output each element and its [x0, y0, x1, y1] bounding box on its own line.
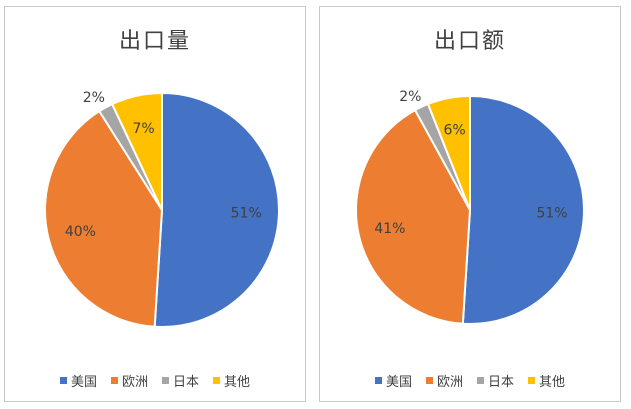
legend-item-other: 其他 [213, 371, 250, 390]
pie-chart-export-volume: 51% 40% 2% 7% [44, 90, 280, 328]
data-label-other: 6% [444, 122, 466, 138]
pie-slice-europe [355, 108, 472, 325]
legend-swatch [213, 377, 221, 384]
data-label-japan: 2% [399, 89, 421, 105]
chart-title: 出口额 [433, 29, 506, 54]
chart-title: 出口量 [118, 29, 191, 54]
legend-label: 欧洲 [436, 375, 463, 390]
data-label-japan: 2% [83, 90, 105, 106]
legend-swatch [374, 377, 382, 384]
chart-panel-export-volume: 出口量 51% 40% 2% 7% 美国 欧洲 日本 其他 [4, 6, 306, 402]
pie-slice-usa [153, 91, 280, 328]
data-label-europe: 41% [374, 221, 405, 237]
legend-swatch [425, 377, 433, 384]
pie-slice-usa [461, 94, 585, 325]
legend-item-usa: 美国 [374, 371, 412, 390]
legend-item-other: 其他 [528, 371, 565, 390]
pie-slice-other [426, 94, 471, 211]
legend-item-japan: 日本 [477, 371, 514, 390]
legend-swatch [477, 377, 484, 384]
legend-item-usa: 美国 [59, 371, 97, 390]
pie-chart-export-value: 51% 41% 2% 6% [355, 89, 585, 325]
legend-label: 其他 [224, 375, 251, 390]
legend-item-europe: 欧洲 [110, 371, 148, 390]
legend-swatch [110, 377, 118, 384]
data-label-usa: 51% [231, 206, 262, 222]
legend-label: 美国 [385, 375, 412, 390]
pie-slice-other [110, 91, 163, 211]
legend-swatch [59, 377, 67, 384]
legend-label: 欧洲 [121, 375, 148, 390]
legend-label: 日本 [488, 375, 515, 390]
legend-label: 日本 [173, 375, 200, 390]
legend-swatch [162, 377, 169, 384]
data-label-usa: 51% [536, 206, 567, 222]
chart-panel-export-value: 出口额 51% 41% 2% 6% 美国 欧洲 日本 其他 [319, 6, 621, 402]
legend-label: 其他 [539, 375, 566, 390]
data-label-europe: 40% [65, 224, 96, 240]
legend-item-europe: 欧洲 [425, 371, 463, 390]
legend-item-japan: 日本 [162, 371, 199, 390]
legend-swatch [528, 377, 536, 384]
legend-label: 美国 [70, 375, 97, 390]
legend: 美国 欧洲 日本 其他 [320, 371, 620, 390]
legend: 美国 欧洲 日本 其他 [5, 371, 305, 390]
data-label-other: 7% [133, 121, 155, 137]
